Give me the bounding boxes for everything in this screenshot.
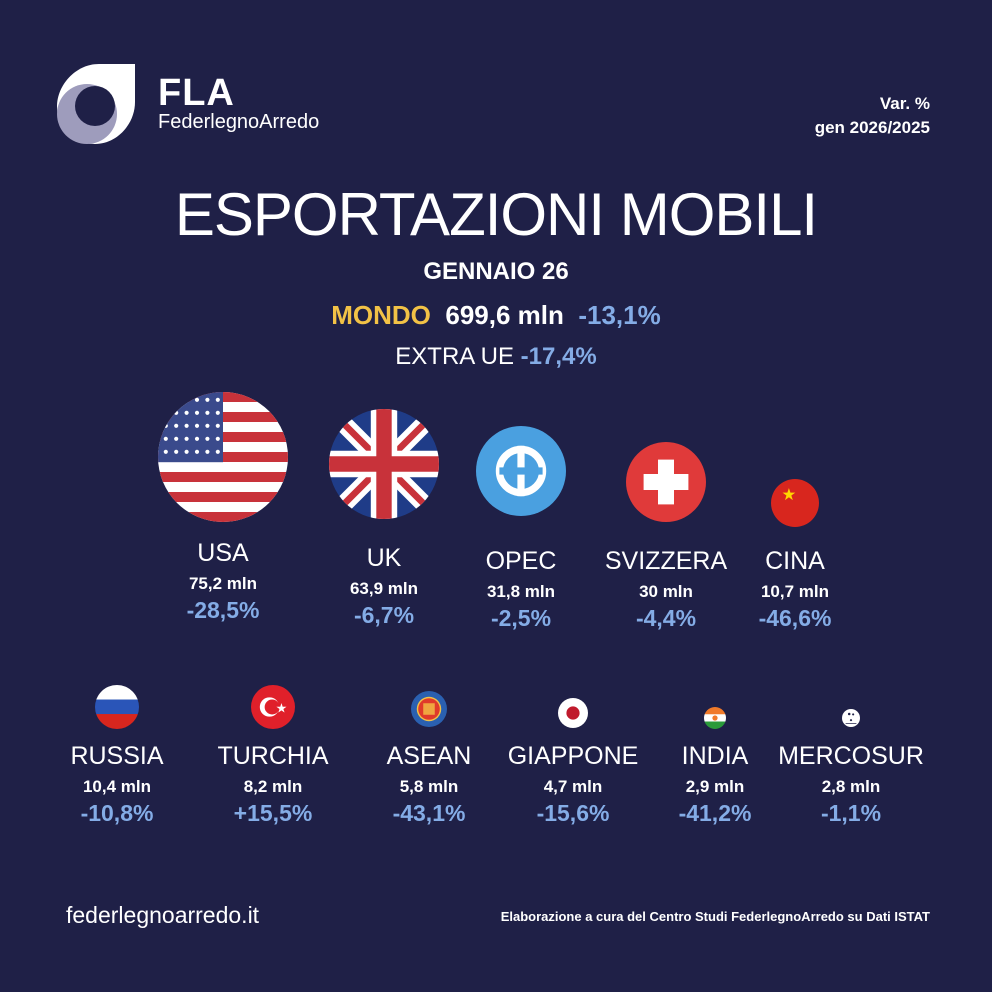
- country-pct: -28,5%: [186, 597, 260, 623]
- extra-ue: EXTRA UE -17,4%: [395, 343, 597, 370]
- country-value: 30 mln: [639, 582, 693, 601]
- usa-flag-icon: [158, 392, 288, 522]
- country-item: UK 63,9 mln -6,7%: [294, 543, 474, 629]
- country-pct: +15,5%: [233, 800, 313, 826]
- country-value: 10,4 mln: [82, 777, 152, 796]
- country-pct: -4,4%: [635, 605, 697, 631]
- svg-text:★: ★: [782, 486, 797, 504]
- country-item: RUSSIA 10,4 mln -10,8%: [27, 741, 207, 827]
- country-name: CINA: [765, 547, 825, 575]
- country-item: INDIA 2,9 mln -41,2%: [625, 741, 805, 827]
- mercosur-flag-icon: [842, 709, 860, 727]
- country-item: USA 75,2 mln -28,5%: [133, 538, 313, 624]
- country-pct: -2,5%: [490, 605, 552, 631]
- website-link[interactable]: federlegnoarredo.it: [66, 902, 260, 928]
- world-label: MONDO: [331, 300, 431, 330]
- japan-flag-icon: [558, 698, 588, 728]
- country-name: SVIZZERA: [604, 547, 728, 575]
- country-name: RUSSIA: [70, 742, 164, 770]
- country-pct: -15,6%: [536, 800, 610, 826]
- country-name: USA: [197, 539, 249, 567]
- uk-flag-icon: [329, 409, 439, 519]
- country-name: GIAPPONE: [507, 742, 639, 770]
- country-value: 31,8 mln: [486, 582, 556, 601]
- country-value: 75,2 mln: [188, 574, 258, 593]
- fla-logo: [57, 64, 135, 144]
- country-pct: -1,1%: [820, 800, 882, 826]
- source-note: Elaborazione a cura del Centro Studi Fed…: [500, 909, 930, 924]
- opec-flag-icon: [476, 426, 566, 516]
- svg-text:★: ★: [276, 700, 288, 715]
- russia-flag-icon: [95, 685, 139, 729]
- turkey-flag-icon: ★: [251, 685, 295, 729]
- country-name: MERCOSUR: [778, 742, 924, 770]
- country-name: OPEC: [485, 547, 557, 575]
- page-title: ESPORTAZIONI MOBILI: [174, 181, 818, 248]
- china-flag-icon: ★: [771, 479, 819, 527]
- country-name: INDIA: [681, 742, 749, 770]
- brand-full-name: FederlegnoArredo: [158, 111, 320, 133]
- world-total: MONDO 699,6 mln -13,1%: [0, 300, 992, 331]
- world-pct: -13,1%: [578, 300, 661, 330]
- asean-flag-icon: [411, 691, 447, 727]
- country-pct: -6,7%: [353, 602, 415, 628]
- country-pct: -10,8%: [80, 800, 154, 826]
- world-value: 699,6 mln: [445, 300, 564, 330]
- country-value: 2,9 mln: [685, 777, 745, 796]
- country-name: ASEAN: [386, 742, 472, 770]
- country-pct: -43,1%: [392, 800, 466, 826]
- brand-name: FLA: [158, 72, 235, 114]
- country-value: 63,9 mln: [349, 579, 419, 598]
- country-pct: -46,6%: [758, 605, 832, 631]
- country-name: TURCHIA: [217, 742, 329, 770]
- swiss-flag-icon: [626, 442, 706, 522]
- subtitle: GENNAIO 26: [423, 258, 569, 285]
- period-label: Var. % gen 2026/2025: [814, 94, 930, 137]
- country-value: 4,7 mln: [543, 777, 603, 796]
- india-flag-icon: [704, 707, 726, 729]
- country-value: 8,2 mln: [243, 777, 303, 796]
- country-value: 5,8 mln: [399, 777, 459, 796]
- country-item: GIAPPONE 4,7 mln -15,6%: [483, 741, 663, 827]
- country-pct: -41,2%: [678, 800, 752, 826]
- country-item: OPEC 31,8 mln -2,5%: [431, 546, 611, 632]
- country-item: SVIZZERA 30 mln -4,4%: [576, 546, 756, 632]
- country-name: UK: [366, 544, 402, 572]
- country-value: 2,8 mln: [821, 777, 881, 796]
- country-item: CINA 10,7 mln -46,6%: [705, 546, 885, 632]
- country-item: TURCHIA 8,2 mln +15,5%: [183, 741, 363, 827]
- country-item: ASEAN 5,8 mln -43,1%: [339, 741, 519, 827]
- country-value: 10,7 mln: [760, 582, 830, 601]
- country-item: MERCOSUR 2,8 mln -1,1%: [761, 741, 941, 827]
